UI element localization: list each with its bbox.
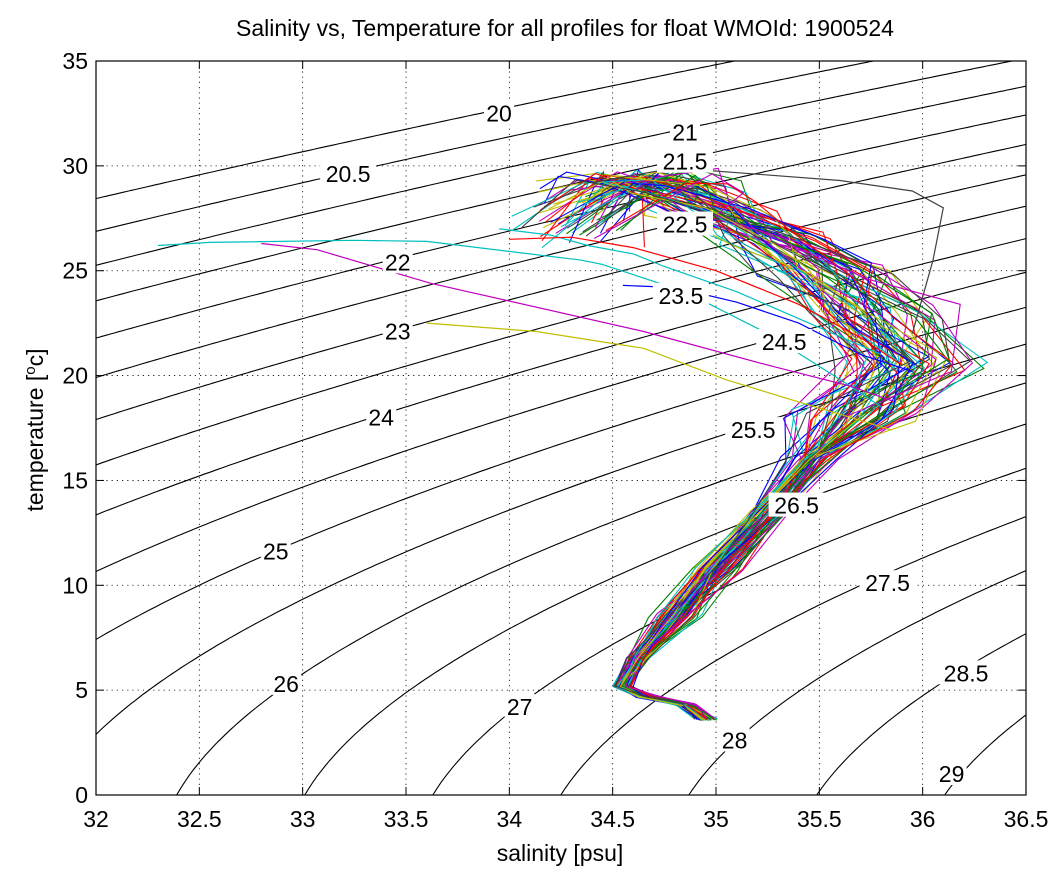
isopycnal-label-bg [382, 249, 413, 274]
profile-line [521, 179, 912, 720]
isopycnal-label: 27 [507, 694, 533, 720]
isopycnal-label-bg [725, 417, 782, 442]
isopycnal-label: 26 [273, 671, 299, 697]
isopycnal-label: 21 [672, 119, 698, 145]
y-tick-label: 10 [62, 572, 88, 598]
isopycnal-label-bg [657, 211, 713, 236]
y-tick-label: 15 [62, 467, 88, 493]
isopycnal-label-bg [260, 538, 291, 563]
isopycnal-label-bg [859, 570, 916, 595]
isopycnal-label: 21.5 [663, 149, 708, 175]
x-tick-label: 34.5 [590, 806, 635, 832]
isopycnal-label-bg [938, 660, 995, 685]
plot-area [96, 61, 1026, 795]
isopycnal-label: 27.5 [865, 570, 910, 596]
isopycnal-contours [96, 61, 1026, 795]
x-tick-label: 33 [290, 806, 316, 832]
isopycnal-label: 20 [486, 100, 512, 126]
isopycnal-label: 22 [385, 249, 411, 275]
isopycnal-label: 20.5 [326, 161, 371, 187]
isopycnal-label-bg [768, 492, 825, 517]
axis-ticks: 32 32.5 33 33.5 34 34.5 35 35.5 36 36.5 0 5 10 15 20 25… [62, 48, 1048, 832]
profile-line-outlier [261, 242, 892, 402]
x-tick-label: 35 [703, 806, 729, 832]
y-tick-label: 20 [62, 363, 88, 389]
isopycnal-line [944, 714, 1026, 795]
profile-line [593, 173, 961, 719]
isopycnal-line [96, 114, 1026, 339]
y-tick-label: 25 [62, 258, 88, 284]
isopycnal-label-bg [271, 670, 302, 695]
profile-line [567, 182, 898, 721]
y-tick-label: 0 [75, 782, 88, 808]
isopycnal-labels: 20 20.5 21 21.5 22 22.5 23 23.5 24 24.5 25 25.5 26 26… [260, 100, 995, 787]
isopycnal-line [96, 174, 1026, 421]
isopycnal-label-bg [484, 100, 514, 125]
isopycnal-label: 22.5 [663, 212, 708, 238]
isopycnal-label: 25.5 [731, 417, 776, 443]
isopycnal-line [96, 238, 1026, 516]
profile-line-outlier [498, 228, 882, 356]
isopycnal-label-bg [719, 727, 750, 752]
isopycnal-label: 29 [939, 761, 965, 787]
y-axis-label: temperature [oc] [22, 348, 48, 511]
isopycnal-line [96, 205, 1026, 466]
isopycnal-line [560, 516, 1026, 795]
y-axis-label-end: c] [22, 348, 48, 366]
x-tick-label: 32.5 [177, 806, 222, 832]
isopycnal-line [96, 143, 1026, 379]
y-tick-label: 30 [62, 153, 88, 179]
isopycnal-line [96, 85, 1026, 302]
isopycnal-line [96, 61, 738, 200]
isopycnal-label-bg [652, 282, 709, 307]
profile-line-outlier [426, 322, 892, 431]
isopycnal-label: 23 [385, 319, 411, 345]
x-tick-label: 32 [83, 806, 109, 832]
isopycnal-label-bg [670, 119, 700, 144]
isopycnal-line [96, 61, 1015, 266]
x-tick-label: 34 [497, 806, 523, 832]
plot-frame [95, 60, 1027, 796]
x-tick-label: 36 [910, 806, 936, 832]
x-tick-label: 35.5 [797, 806, 842, 832]
y-tick-label: 35 [62, 48, 88, 74]
isopycnal-label: 26.5 [774, 493, 819, 519]
isopycnal-label-bg [366, 404, 397, 429]
isopycnal-label: 23.5 [658, 283, 703, 309]
profile-line-outlier [509, 236, 903, 366]
isopycnal-label-bg [320, 161, 377, 186]
isopycnal-label-bg [936, 761, 967, 786]
profile-line [605, 182, 954, 720]
profile-line-outlier [157, 239, 882, 408]
isopycnal-label: 25 [263, 539, 289, 565]
isopycnal-label: 28.5 [944, 660, 989, 686]
isopycnal-line [816, 633, 1026, 795]
profile-lines [157, 167, 989, 722]
isopycnal-line [304, 423, 1026, 795]
isopycnal-label-bg [756, 329, 813, 354]
isopycnal-label: 28 [722, 727, 748, 753]
isopycnal-label-bg [657, 148, 713, 173]
chart-title: Salinity vs, Temperature for all profile… [236, 15, 894, 41]
isopycnal-label-bg [504, 693, 535, 718]
isopycnal-label: 24 [368, 405, 394, 431]
x-axis-label: salinity [psu] [497, 840, 624, 866]
y-axis-label-main: temperature [ [22, 374, 48, 511]
isopycnal-label-bg [382, 318, 413, 343]
y-tick-label: 5 [75, 677, 88, 703]
x-tick-label: 36.5 [1004, 806, 1049, 832]
isopycnal-line [96, 61, 876, 232]
x-tick-label: 33.5 [384, 806, 429, 832]
isopycnal-label: 24.5 [762, 329, 807, 355]
y-axis-label-superscript: o [22, 366, 39, 374]
